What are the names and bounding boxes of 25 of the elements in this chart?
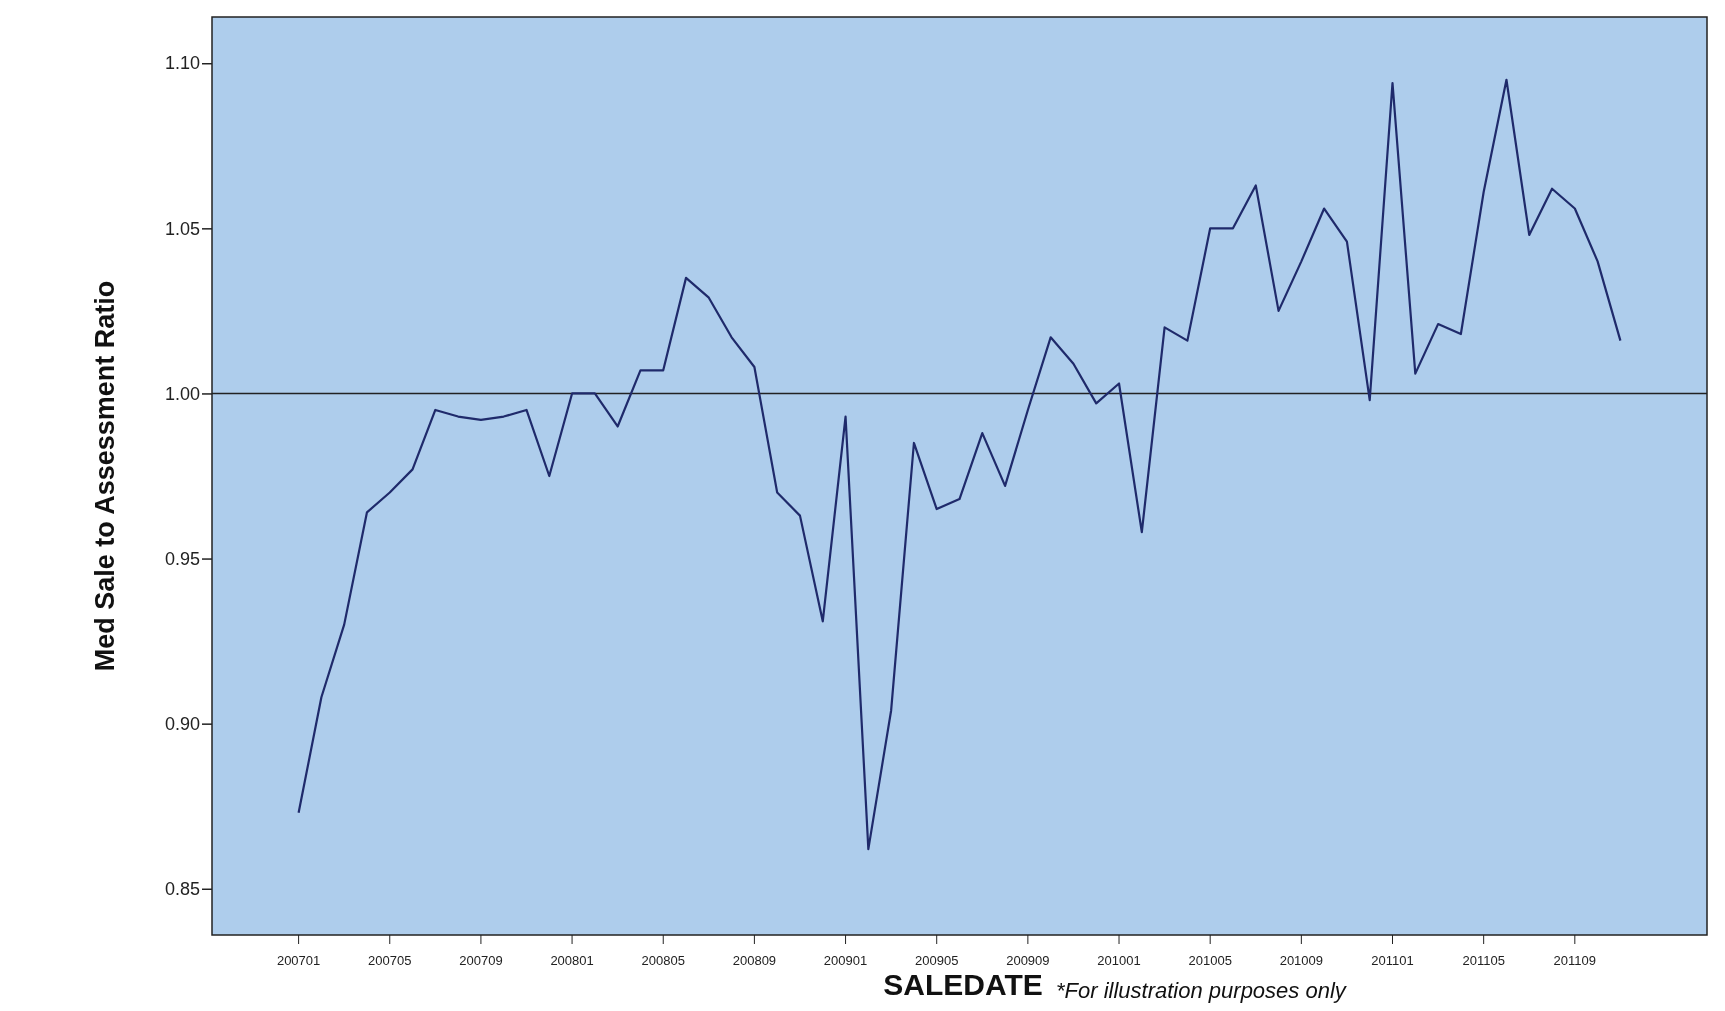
x-tick-label: 201101 <box>1371 953 1414 968</box>
x-tick-label: 200701 <box>276 953 321 968</box>
y-tick-label: 1.00 <box>164 383 200 404</box>
x-tick-label: 200801 <box>550 953 594 968</box>
y-tick-label: 1.05 <box>164 218 200 239</box>
x-tick-label: 200905 <box>915 953 959 968</box>
x-tick-label: 201109 <box>1553 953 1597 968</box>
x-tick-label: 200805 <box>641 953 685 968</box>
line-series <box>297 78 1622 851</box>
x-tick-label: 201001 <box>1097 953 1141 968</box>
x-tick-label: 200709 <box>459 953 503 968</box>
x-tick-label: 200901 <box>823 953 868 968</box>
y-axis-title: Med Sale to Assessment Ratio <box>90 280 120 672</box>
x-tick-label: 201009 <box>1279 953 1324 968</box>
x-tick-label: 200909 <box>1006 953 1050 968</box>
x-axis-title: SALEDATE <box>883 968 1043 1001</box>
y-tick-label: 0.95 <box>164 548 200 569</box>
x-tick-label: 201005 <box>1188 953 1232 968</box>
y-tick-label: 1.10 <box>164 53 200 74</box>
x-tick-label: 201105 <box>1462 953 1505 968</box>
y-tick-label: 0.85 <box>164 879 200 900</box>
y-tick-label: 0.90 <box>164 713 200 734</box>
x-tick-label: 200705 <box>368 953 412 968</box>
x-tick-label: 200809 <box>732 953 777 968</box>
text: *For illustration purposes only <box>1056 978 1348 1003</box>
